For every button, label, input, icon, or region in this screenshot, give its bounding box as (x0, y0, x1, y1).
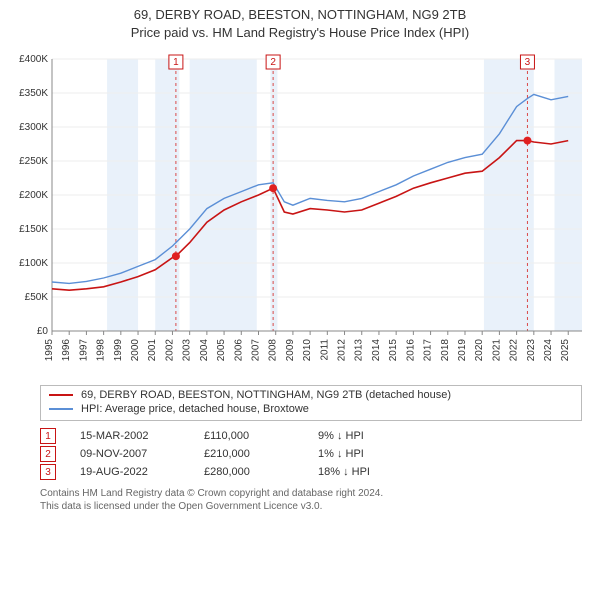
x-tick-label: 2004 (199, 339, 210, 362)
chart-area: £0 £50K £100K £150K £200K £250K £300K £350K £400… (10, 49, 590, 379)
legend-item: 69, DERBY ROAD, BEESTON, NOTTINGHAM, NG9… (49, 388, 573, 402)
title-line-1: 69, DERBY ROAD, BEESTON, NOTTINGHAM, NG9… (0, 6, 600, 24)
legend-swatch (49, 394, 73, 396)
event-row-badge: 2 (40, 446, 56, 462)
y-tick-label: £200K (19, 190, 48, 201)
event-date: 09-NOV-2007 (80, 448, 180, 460)
event-date: 15-MAR-2002 (80, 430, 180, 442)
legend-label: 69, DERBY ROAD, BEESTON, NOTTINGHAM, NG9… (81, 389, 451, 401)
x-tick-label: 2005 (216, 339, 227, 362)
x-tick-label: 2025 (560, 339, 571, 362)
y-tick-label: £50K (25, 292, 49, 303)
event-date: 19-AUG-2022 (80, 466, 180, 478)
y-tick-label: £350K (19, 88, 48, 99)
y-tick-label: £400K (19, 54, 48, 65)
x-tick-label: 2023 (526, 339, 537, 362)
event-delta: 9% ↓ HPI (318, 430, 364, 442)
copyright-line-2: This data is licensed under the Open Gov… (40, 500, 582, 513)
event-price: £210,000 (204, 448, 294, 460)
legend-item: HPI: Average price, detached house, Brox… (49, 402, 573, 416)
x-tick-label: 2002 (164, 339, 175, 362)
event-delta: 1% ↓ HPI (318, 448, 364, 460)
x-tick-label: 1997 (78, 339, 89, 362)
x-tick-label: 2014 (371, 339, 382, 362)
y-tick-label: £150K (19, 224, 48, 235)
x-tick-label: 2008 (268, 339, 279, 362)
x-tick-label: 2011 (319, 339, 330, 361)
price-chart: £0 £50K £100K £150K £200K £250K £300K £350K £400… (10, 49, 590, 379)
event-badge-label: 1 (173, 57, 179, 68)
x-tick-label: 1999 (113, 339, 124, 362)
event-row-badge: 1 (40, 428, 56, 444)
event-table: 1 15-MAR-2002 £110,000 9% ↓ HPI 2 09-NOV-2007… (40, 427, 582, 481)
x-tick-label: 1995 (44, 339, 55, 362)
event-badge-label: 3 (525, 57, 531, 68)
x-tick-label: 2015 (388, 339, 399, 362)
price-marker (523, 137, 531, 145)
title-line-2: Price paid vs. HM Land Registry's House … (0, 24, 600, 42)
x-tick-label: 2012 (337, 339, 348, 362)
legend-swatch (49, 408, 73, 410)
price-marker (269, 184, 277, 192)
x-tick-label: 2020 (474, 339, 485, 362)
chart-title: 69, DERBY ROAD, BEESTON, NOTTINGHAM, NG9… (0, 0, 600, 41)
x-tick-label: 2000 (130, 339, 141, 362)
x-tick-label: 2024 (543, 339, 554, 362)
x-tick-label: 2013 (354, 339, 365, 362)
x-tick-label: 2019 (457, 339, 468, 362)
x-tick-label: 2003 (182, 339, 193, 362)
event-row-badge: 3 (40, 464, 56, 480)
event-row: 1 15-MAR-2002 £110,000 9% ↓ HPI (40, 427, 582, 445)
x-tick-label: 1998 (96, 339, 107, 362)
x-tick-label: 2009 (285, 339, 296, 362)
event-delta: 18% ↓ HPI (318, 466, 370, 478)
event-price: £280,000 (204, 466, 294, 478)
x-tick-label: 1996 (61, 339, 72, 362)
legend-label: HPI: Average price, detached house, Brox… (81, 403, 309, 415)
event-row: 3 19-AUG-2022 £280,000 18% ↓ HPI (40, 463, 582, 481)
y-tick-label: £0 (37, 326, 49, 337)
x-tick-label: 2010 (302, 339, 313, 362)
event-row: 2 09-NOV-2007 £210,000 1% ↓ HPI (40, 445, 582, 463)
y-tick-label: £250K (19, 156, 48, 167)
legend: 69, DERBY ROAD, BEESTON, NOTTINGHAM, NG9… (40, 385, 582, 421)
copyright-line-1: Contains HM Land Registry data © Crown c… (40, 487, 582, 500)
event-price: £110,000 (204, 430, 294, 442)
x-tick-label: 2017 (423, 339, 434, 362)
x-tick-label: 2022 (509, 339, 520, 362)
x-tick-label: 2001 (147, 339, 158, 362)
x-tick-label: 2007 (250, 339, 261, 362)
x-tick-label: 2021 (491, 339, 502, 362)
y-tick-label: £300K (19, 122, 48, 133)
x-tick-label: 2018 (440, 339, 451, 362)
event-badge-label: 2 (270, 57, 276, 68)
x-tick-label: 2016 (405, 339, 416, 362)
copyright: Contains HM Land Registry data © Crown c… (40, 487, 582, 513)
y-tick-label: £100K (19, 258, 48, 269)
price-marker (172, 252, 180, 260)
x-tick-label: 2006 (233, 339, 244, 362)
